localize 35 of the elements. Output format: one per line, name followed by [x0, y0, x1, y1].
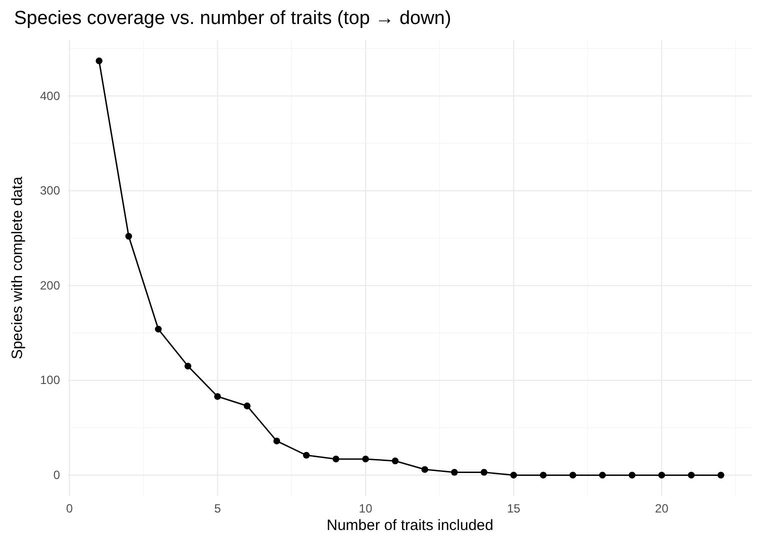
point — [480, 468, 488, 476]
point — [362, 456, 369, 462]
y-tick-label: 300 — [40, 184, 60, 198]
point — [421, 466, 428, 473]
x-tick-label: 20 — [655, 502, 669, 516]
point — [540, 472, 547, 479]
point — [332, 456, 340, 462]
y-tick-label: 400 — [40, 88, 60, 103]
point — [628, 472, 636, 479]
y-axis-title: Species with complete data — [9, 176, 26, 360]
point — [658, 472, 666, 479]
point — [569, 472, 576, 479]
point — [599, 472, 606, 479]
point — [244, 402, 251, 410]
point — [392, 458, 399, 464]
point — [273, 438, 280, 444]
point — [125, 232, 132, 240]
point — [302, 452, 310, 459]
y-tick-label: 200 — [40, 278, 60, 292]
point — [688, 472, 695, 479]
point — [96, 57, 102, 64]
x-tick-label: 10 — [358, 502, 373, 516]
point — [718, 472, 724, 479]
y-tick-label: 0 — [53, 468, 60, 482]
chart-title: Species coverage vs. number of traits (top → down) — [14, 8, 452, 29]
x-tick-label: 15 — [506, 502, 521, 516]
x-tick-label: 5 — [214, 502, 222, 516]
point — [214, 393, 221, 400]
point — [451, 468, 458, 476]
point — [184, 362, 192, 370]
point — [510, 472, 518, 479]
x-axis-title: Number of traits included — [326, 517, 494, 534]
x-tick-label: 0 — [66, 502, 74, 516]
y-tick-label: 100 — [40, 373, 60, 388]
point — [154, 326, 162, 333]
